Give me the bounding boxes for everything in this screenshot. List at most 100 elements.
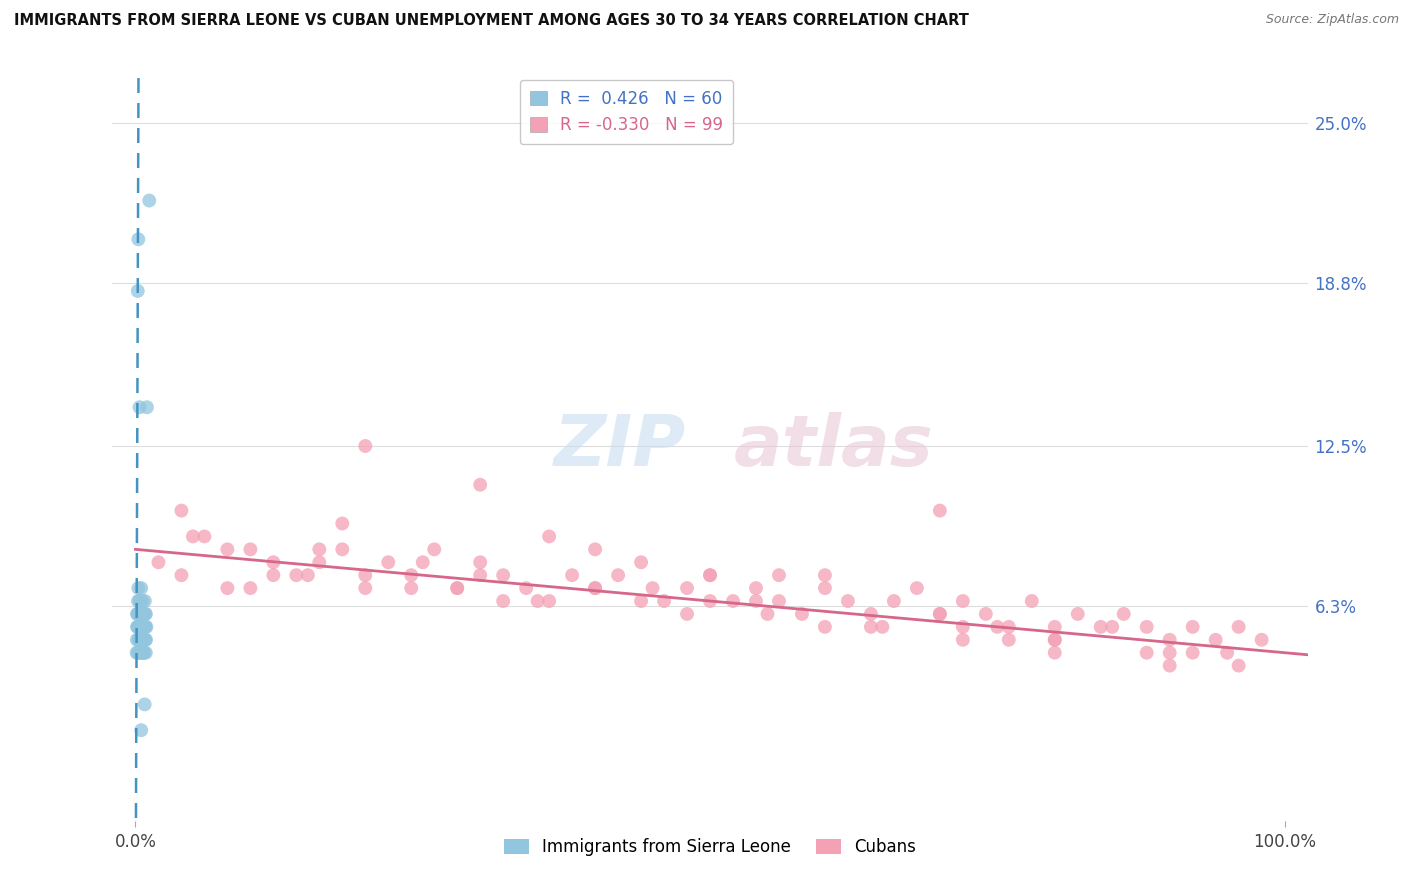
Point (1043, 632, 1066, 647)
Point (128, 594, 150, 608)
Point (1181, 646, 1204, 660)
Point (135, 620, 157, 634)
Point (129, 607, 152, 621)
Point (561, 568, 583, 582)
Point (952, 632, 974, 647)
Point (721, 594, 744, 608)
Point (859, 607, 882, 621)
Point (217, 542, 239, 557)
Point (1159, 632, 1181, 647)
Point (135, 646, 157, 660)
Point (125, 646, 148, 660)
Point (859, 620, 882, 634)
Point (1181, 620, 1204, 634)
Point (128, 646, 150, 660)
Point (583, 542, 606, 557)
Point (262, 568, 284, 582)
Point (131, 607, 153, 621)
Point (193, 529, 215, 543)
Point (952, 620, 974, 634)
Point (1067, 607, 1090, 621)
Point (132, 620, 155, 634)
Point (134, 698, 156, 712)
Point (928, 503, 950, 517)
Point (837, 594, 859, 608)
Point (814, 568, 837, 582)
Point (492, 594, 515, 608)
Point (128, 632, 150, 647)
Point (127, 607, 149, 621)
Point (131, 620, 153, 634)
Point (790, 607, 813, 621)
Point (134, 632, 156, 647)
Point (377, 555, 399, 569)
Point (129, 594, 152, 608)
Point (129, 646, 152, 660)
Point (134, 594, 156, 608)
Point (354, 439, 377, 453)
Point (928, 607, 950, 621)
Point (217, 581, 239, 595)
Point (354, 581, 377, 595)
Point (135, 632, 157, 647)
Point (423, 542, 446, 557)
Point (131, 594, 153, 608)
Point (446, 581, 468, 595)
Point (641, 581, 664, 595)
Point (127, 284, 149, 298)
Point (905, 581, 928, 595)
Text: atlas: atlas (734, 411, 934, 481)
Point (630, 555, 652, 569)
Point (928, 607, 950, 621)
Point (135, 620, 157, 634)
Point (652, 594, 675, 608)
Point (1021, 594, 1043, 608)
Point (128, 620, 150, 634)
Point (470, 477, 492, 491)
Point (134, 632, 156, 647)
Point (526, 594, 548, 608)
Point (1159, 646, 1181, 660)
Point (127, 620, 149, 634)
Point (128, 620, 150, 634)
Point (128, 607, 150, 621)
Point (127, 607, 149, 621)
Point (1216, 646, 1239, 660)
Point (239, 581, 262, 595)
Point (134, 632, 156, 647)
Point (1250, 632, 1272, 647)
Point (131, 632, 153, 647)
Point (952, 594, 974, 608)
Point (136, 401, 159, 415)
Point (1136, 620, 1159, 634)
Point (134, 646, 156, 660)
Point (1043, 632, 1066, 647)
Point (132, 632, 155, 647)
Point (127, 581, 149, 595)
Text: IMMIGRANTS FROM SIERRA LEONE VS CUBAN UNEMPLOYMENT AMONG AGES 30 TO 34 YEARS COR: IMMIGRANTS FROM SIERRA LEONE VS CUBAN UN… (14, 13, 969, 29)
Point (492, 568, 515, 582)
Point (127, 594, 149, 608)
Point (128, 620, 150, 634)
Point (814, 620, 837, 634)
Point (148, 555, 170, 569)
Point (974, 607, 997, 621)
Point (583, 581, 606, 595)
Point (129, 646, 152, 660)
Point (699, 568, 721, 582)
Point (756, 607, 779, 621)
Point (883, 594, 905, 608)
Point (1159, 658, 1181, 673)
Point (138, 194, 160, 208)
Point (129, 632, 152, 647)
Point (354, 568, 377, 582)
Point (132, 620, 155, 634)
Point (330, 516, 353, 531)
Point (131, 646, 153, 660)
Point (1205, 632, 1227, 647)
Point (412, 555, 434, 569)
Point (127, 620, 149, 634)
Point (1112, 607, 1135, 621)
Point (131, 607, 153, 621)
Point (538, 529, 561, 543)
